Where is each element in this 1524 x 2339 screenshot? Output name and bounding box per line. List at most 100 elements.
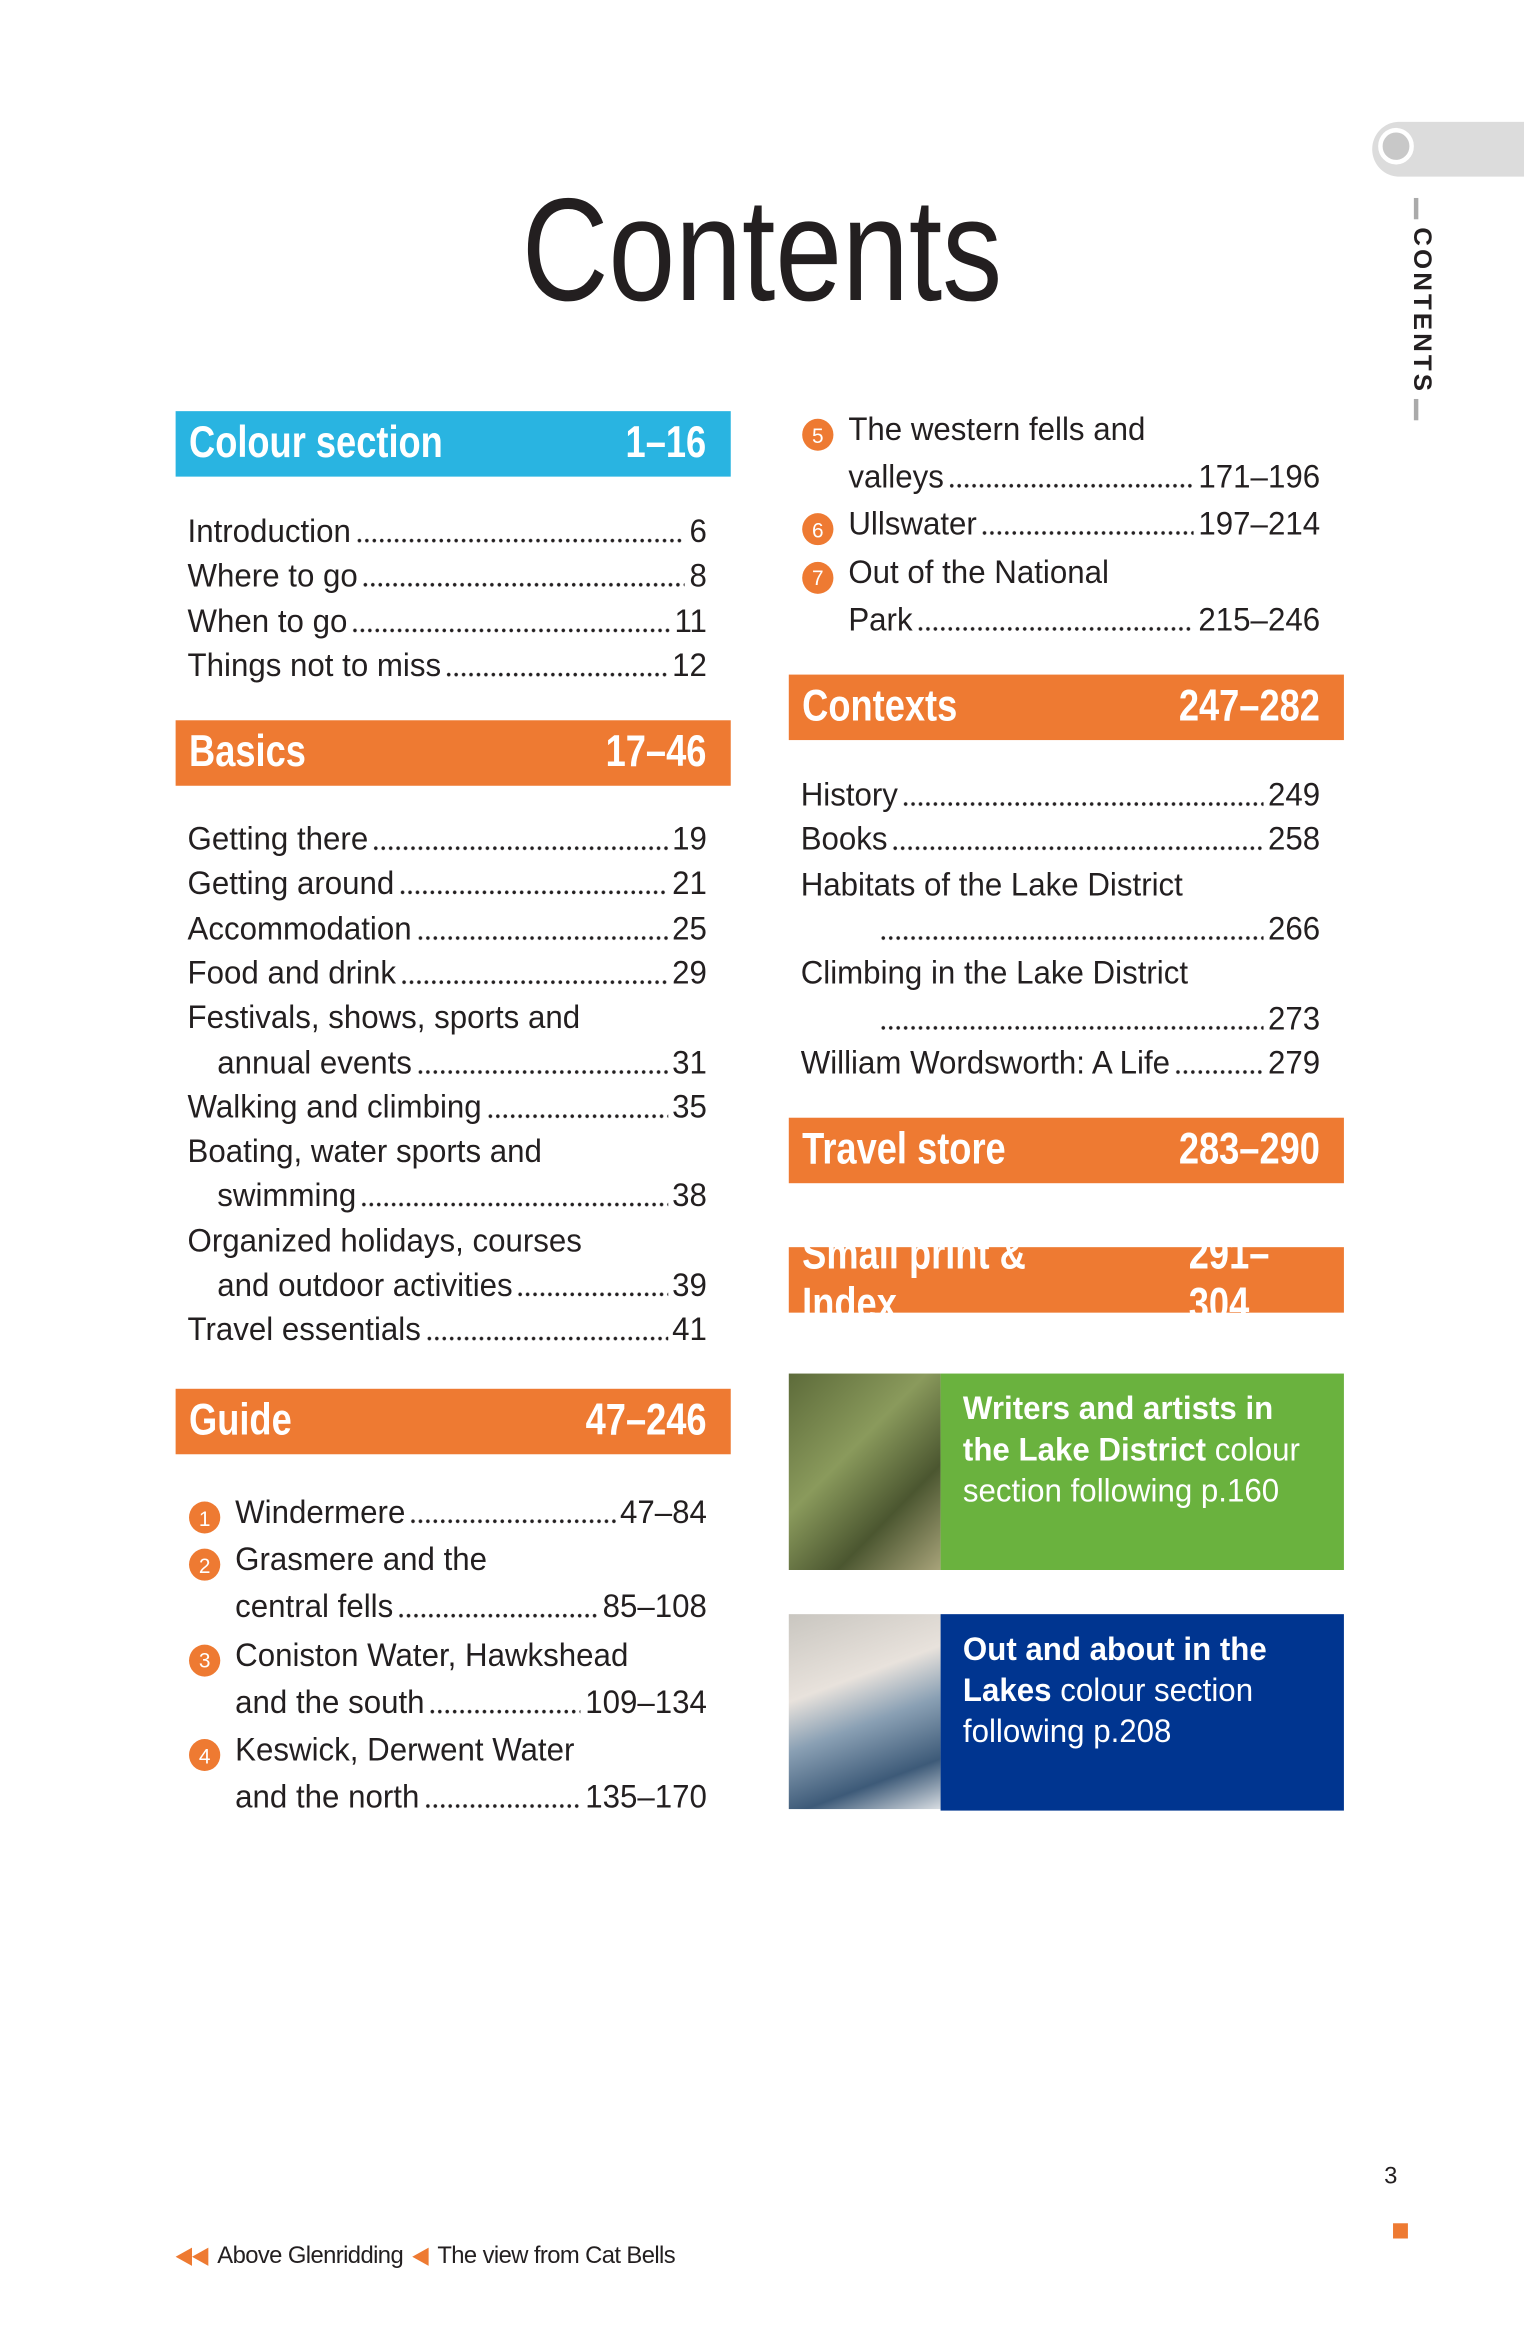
leader <box>360 1202 668 1209</box>
entry-text: and the north <box>235 1780 420 1816</box>
feature-title: Writers and artists in the Lake District <box>962 1391 1274 1468</box>
entry-page: 38 <box>672 1179 707 1215</box>
section-title: Travel store <box>802 1125 1006 1175</box>
entry-number: 5 <box>802 418 834 451</box>
entry-row: Climbing in the Lake District <box>801 949 1320 993</box>
leader <box>517 1291 668 1298</box>
side-tab-label: CONTENTS <box>1407 227 1437 395</box>
entry-number: 2 <box>189 1548 221 1581</box>
leader <box>400 978 668 986</box>
leader <box>902 800 1264 808</box>
tab-bar <box>1413 398 1419 421</box>
entry-text: Coniston Water, Hawkshead <box>235 1637 629 1673</box>
section-pages: 47–246 <box>585 1396 707 1446</box>
leader <box>948 483 1194 490</box>
entry-text: Festivals, shows, sports and <box>187 1000 581 1036</box>
entry-row: Getting around 21 <box>188 859 707 903</box>
entry-text: Accommodation <box>187 911 412 947</box>
entry-page: 273 <box>1267 1001 1321 1037</box>
leader <box>416 1068 668 1075</box>
feature-text: colour section following p.208 <box>962 1673 1254 1750</box>
leader <box>397 1613 599 1620</box>
entry-text: valleys <box>848 460 944 496</box>
caption-text: The view from Cat Bells <box>437 2243 676 2269</box>
entry-page: 19 <box>672 822 707 858</box>
section-title: Contexts <box>802 682 958 731</box>
entry-page: 41 <box>672 1313 707 1349</box>
entry-row: Getting there 19 <box>188 815 707 859</box>
entry-page: 171–196 <box>1198 460 1321 496</box>
leader <box>981 530 1194 537</box>
entry-page: 279 <box>1267 1045 1321 1081</box>
entry-row: 266 <box>875 904 1320 948</box>
section-title: Guide <box>189 1396 292 1446</box>
leader <box>398 889 668 896</box>
entry-page: 39 <box>672 1268 707 1304</box>
feature-box: Writers and artists in the Lake District… <box>940 1373 1344 1570</box>
entry-row: Boating, water sports and <box>188 1127 707 1171</box>
leader <box>416 934 668 941</box>
entry-row: Introduction 6 <box>188 507 707 551</box>
section-pages: 291–304 <box>1189 1229 1270 1329</box>
entry-text: Out of the National <box>848 555 1109 591</box>
entry-page: 12 <box>672 648 707 685</box>
page-number: 3 <box>1384 2163 1398 2190</box>
photo <box>788 1614 941 1810</box>
entry-text: History <box>800 778 898 814</box>
entry-text: central fells <box>235 1590 394 1626</box>
tab-bar <box>1413 197 1419 220</box>
entry-row: Accommodation 25 <box>188 904 707 948</box>
entry-row: Food and drink 29 <box>188 949 707 993</box>
entry-page: 11 <box>674 604 707 640</box>
arrow <box>191 2247 209 2266</box>
section-title: Small print & Index <box>802 1229 1026 1329</box>
entry-text: and the south <box>235 1685 425 1721</box>
entry-number: 7 <box>802 561 834 594</box>
entry-row: 273 <box>875 994 1320 1038</box>
entry-row: Ullswater 197–214 <box>848 500 1320 544</box>
entry-page: 21 <box>672 866 707 902</box>
entry-text: Things not to miss <box>187 648 442 685</box>
entry-row: Habitats of the Lake District <box>801 860 1320 904</box>
entry-text: Getting there <box>187 822 369 858</box>
entry-page: 109–134 <box>585 1685 707 1721</box>
entry-page: 6 <box>689 514 707 550</box>
leader <box>429 1708 581 1715</box>
entry-row: When to go 11 <box>188 597 707 641</box>
entry-row: Festivals, shows, sports and <box>188 993 707 1037</box>
entry-row: Walking and climbing 35 <box>188 1082 707 1126</box>
entry-page: 47–84 <box>620 1495 707 1531</box>
entry-page: 31 <box>672 1045 707 1081</box>
entry-text: and outdoor activities <box>217 1268 513 1304</box>
entry-page: 215–246 <box>1198 602 1321 638</box>
tab-circle <box>1378 127 1414 165</box>
entry-row: Out of the National <box>848 548 1320 592</box>
entry-page: 35 <box>672 1090 707 1126</box>
leader <box>372 845 668 852</box>
leader <box>892 845 1264 852</box>
section-pages: 1–16 <box>626 418 707 468</box>
entry-text: Climbing in the Lake District <box>800 956 1189 992</box>
entry-row: Coniston Water, Hawkshead <box>235 1630 707 1674</box>
entry-text: Food and drink <box>187 956 397 992</box>
entry-row: swimming 38 <box>217 1172 707 1216</box>
title: Contents <box>521 169 1003 332</box>
entry-row: Things not to miss 12 <box>188 641 707 685</box>
entry-row: William Wordsworth: A Life 279 <box>801 1038 1320 1082</box>
entry-number: 4 <box>189 1739 221 1772</box>
photo <box>788 1373 941 1570</box>
entry-text: Organized holidays, courses <box>187 1223 582 1259</box>
entry-row: Where to go 8 <box>188 552 707 596</box>
entry-text: Books <box>800 822 888 858</box>
entry-page: 85–108 <box>602 1590 707 1626</box>
entry-row: and the south 109–134 <box>235 1678 707 1722</box>
leader <box>445 671 668 678</box>
entry-row: and the north 135–170 <box>235 1773 707 1817</box>
section-header: Guide 47–246 <box>175 1388 731 1455</box>
section-header: Basics 17–46 <box>175 720 731 786</box>
entry-page: 258 <box>1267 822 1321 858</box>
entry-text: swimming <box>217 1179 357 1215</box>
leader <box>486 1112 668 1119</box>
entry-page: 266 <box>1267 911 1321 948</box>
